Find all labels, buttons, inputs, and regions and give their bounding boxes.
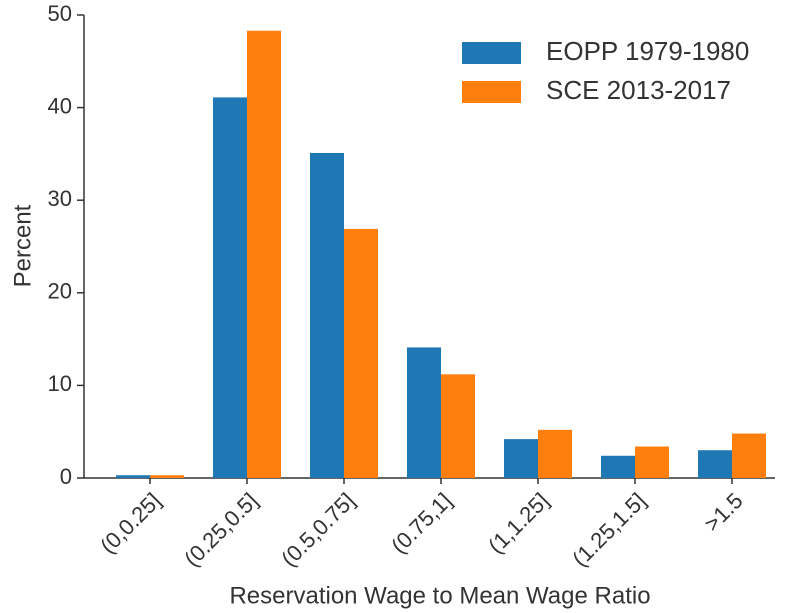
bar bbox=[407, 347, 441, 478]
x-tick-label: (0,0.25] bbox=[95, 488, 165, 558]
y-tick-label: 40 bbox=[48, 93, 72, 118]
legend-swatch bbox=[462, 81, 521, 103]
bar bbox=[698, 450, 732, 478]
x-tick-label: (0.5,0.75] bbox=[276, 488, 359, 571]
legend-swatch bbox=[462, 42, 521, 64]
y-tick-label: 10 bbox=[48, 371, 72, 396]
legend-label: SCE 2013-2017 bbox=[546, 75, 731, 105]
x-tick-label: (1.25,1.5] bbox=[567, 488, 650, 571]
x-tick-label: (1,1.25] bbox=[483, 488, 553, 558]
bar bbox=[310, 152, 344, 478]
x-tick-label: >1.5 bbox=[699, 488, 747, 536]
bar bbox=[213, 97, 247, 478]
bar bbox=[247, 30, 281, 478]
x-tick-label: (0.25,0.5] bbox=[179, 488, 262, 571]
bar bbox=[601, 455, 635, 478]
y-tick-label: 50 bbox=[48, 1, 72, 26]
y-axis-label: Percent bbox=[9, 204, 36, 287]
y-tick-label: 20 bbox=[48, 279, 72, 304]
bar bbox=[116, 475, 150, 478]
bar bbox=[441, 374, 475, 478]
y-tick-label: 30 bbox=[48, 186, 72, 211]
bar bbox=[504, 439, 538, 478]
x-tick-label: (0.75,1] bbox=[386, 488, 456, 558]
legend-label: EOPP 1979-1980 bbox=[546, 36, 749, 66]
bar bbox=[344, 228, 378, 478]
x-axis-label: Reservation Wage to Mean Wage Ratio bbox=[229, 582, 650, 609]
bar bbox=[538, 429, 572, 478]
bar bbox=[150, 475, 184, 478]
y-tick-label: 0 bbox=[60, 464, 72, 489]
bar bbox=[732, 433, 766, 478]
bar bbox=[635, 446, 669, 478]
